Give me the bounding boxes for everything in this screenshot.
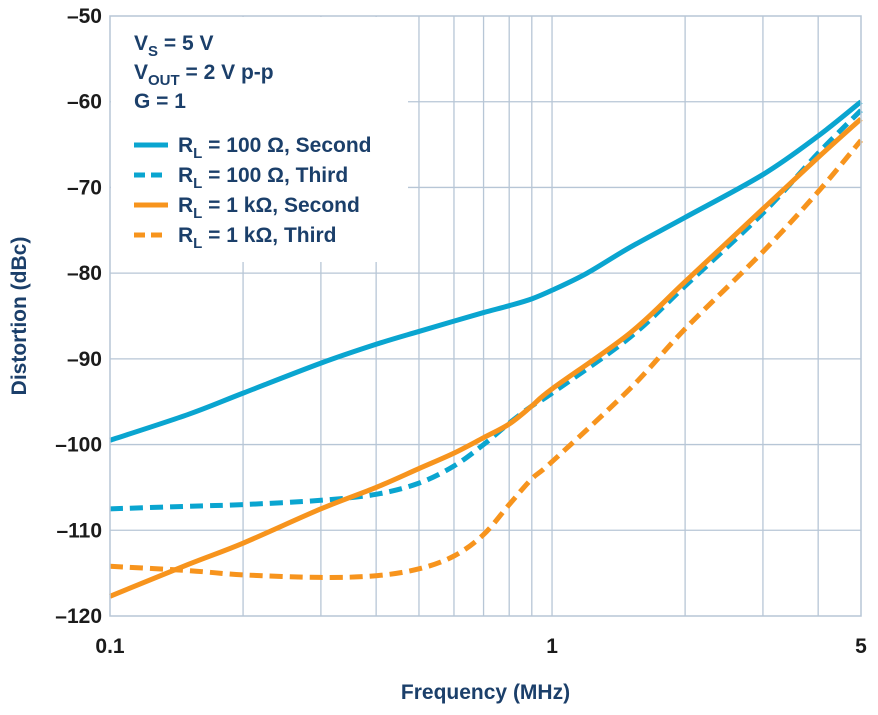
y-axis-title: Distortion (dBc) [8,237,31,396]
condition-note: VOUT = 2 V p-p [134,61,274,89]
condition-note: G = 1 [134,90,186,113]
x-tick-labels: 0.1 1 5 [95,635,867,658]
legend-label: RL = 1 kΩ, Second [178,194,360,222]
legend-background [111,17,408,262]
x-tick-label: 0.1 [95,635,125,658]
y-tick-label: –100 [55,434,102,457]
y-tick-label: –90 [67,348,102,371]
series-line-3 [109,117,863,599]
x-tick-label: 5 [855,635,867,658]
y-tick-label: –80 [67,262,102,285]
y-tick-label: –70 [67,176,102,199]
y-tick-labels: –50 –60 –70 –80 –90 –100 –110 –120 [55,5,102,628]
x-tick-label: 1 [546,635,558,658]
y-tick-label: –120 [55,605,102,628]
x-axis-title: Frequency (MHz) [401,681,570,704]
condition-note: VS = 5 V [134,32,213,60]
y-tick-label: –50 [67,5,102,28]
legend-label: RL = 100 Ω, Third [178,164,348,192]
series-line-1 [109,99,863,443]
legend-label: RL = 1 kΩ, Third [178,224,336,252]
series-lines [109,99,863,599]
series-line-4 [109,138,863,580]
y-tick-label: –60 [67,91,102,114]
y-tick-label: –110 [56,519,102,542]
legend-label: RL = 100 Ω, Second [178,134,372,162]
plot-frame [109,15,862,617]
